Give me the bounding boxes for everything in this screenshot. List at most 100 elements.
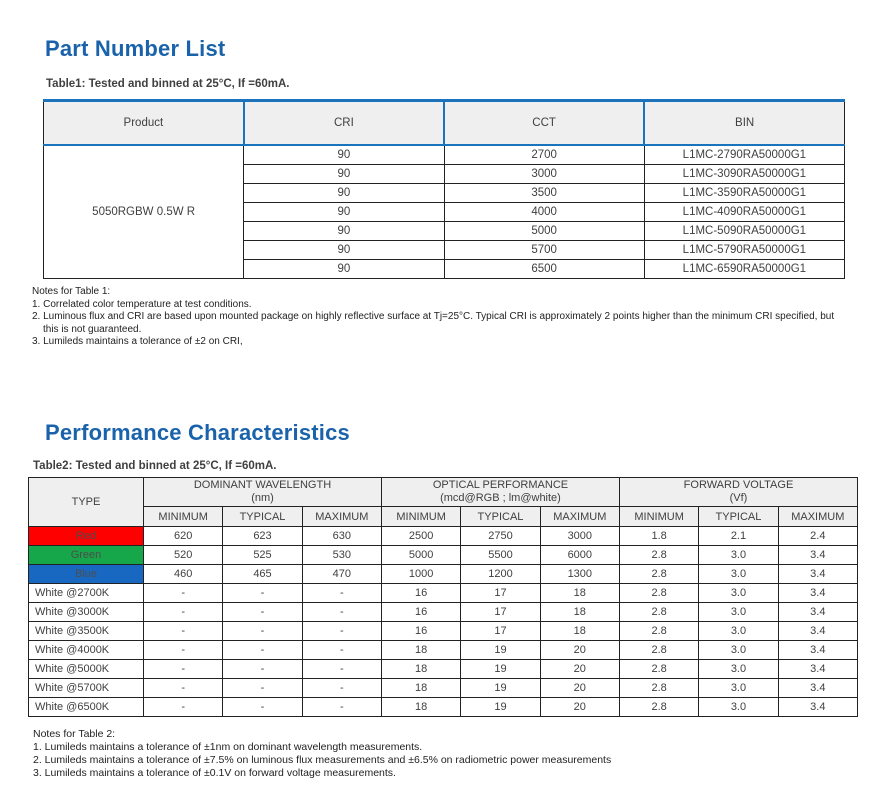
table1-caption: Table1: Tested and binned at 25°C, If =6… <box>46 78 290 90</box>
value-cell: 18 <box>539 602 620 622</box>
note-line: 2. Luminous flux and CRI are based upon … <box>32 311 835 335</box>
perf-table-row: Green 520 525 530 5000 5500 6000 2.8 3.0 3.4 <box>28 545 859 565</box>
table1-notes-title: Notes for Table 1: <box>32 286 111 297</box>
value-cell: 2.8 <box>618 564 700 584</box>
value-cell: - <box>142 583 224 603</box>
bin-cell: L1MC-6590RA50000G1 <box>643 258 846 279</box>
value-cell: 18 <box>380 640 462 660</box>
cct-cell: 6500 <box>443 258 645 279</box>
value-cell: 3.0 <box>698 640 779 660</box>
type-cell: White @3500K <box>28 621 144 641</box>
col-header-cct: CCT <box>442 99 646 146</box>
cri-cell: 90 <box>243 182 445 203</box>
value-cell: 17 <box>460 621 541 641</box>
value-cell: 17 <box>460 583 541 603</box>
value-cell: 2.1 <box>698 526 779 546</box>
bin-cell: L1MC-2790RA50000G1 <box>643 144 846 165</box>
value-cell: 20 <box>539 678 620 698</box>
cri-cell: 90 <box>243 239 445 260</box>
sub-header-fv-minimum: MINIMUM <box>618 506 700 527</box>
col-header-product: Product <box>42 99 245 146</box>
value-cell: - <box>142 678 224 698</box>
value-cell: 3.0 <box>698 659 779 679</box>
value-cell: - <box>301 621 382 641</box>
value-cell: 20 <box>539 659 620 679</box>
sub-header-fv-typical: TYPICAL <box>698 506 779 527</box>
note-line: 1. Lumileds maintains a tolerance of ±1n… <box>33 741 423 753</box>
part-table-body: 5050RGBW 0.5W R 90 2700 L1MC-2790RA50000G1 9… <box>42 144 846 279</box>
value-cell: 18 <box>380 678 462 698</box>
part-table-row: 90 3500 L1MC-3590RA50000G1 <box>44 182 846 203</box>
value-cell: - <box>222 678 303 698</box>
value-cell: 3.4 <box>777 602 859 622</box>
cri-cell: 90 <box>243 144 445 165</box>
table1-notes-list: 1. Correlated color temperature at test … <box>32 299 844 349</box>
table2-notes: Notes for Table 2: 1. Lumileds maintains… <box>33 728 833 780</box>
cct-cell: 4000 <box>443 201 645 222</box>
bin-cell: L1MC-5790RA50000G1 <box>643 239 846 260</box>
perf-table-row: Blue 460 465 470 1000 1200 1300 2.8 3.0 3.4 <box>28 564 859 584</box>
type-cell: White @5700K <box>28 678 144 698</box>
cri-cell: 90 <box>243 220 445 241</box>
value-cell: 2.8 <box>618 697 700 717</box>
value-cell: - <box>222 621 303 641</box>
perf-table-row: White @2700K - - -16 17 18 2.8 3.0 3.4 <box>28 583 859 603</box>
note-line: 2. Lumileds maintains a tolerance of ±7.… <box>33 754 612 766</box>
perf-group-header-row: TYPE DOMINANT WAVELENGTH (nm) OPTICAL PE… <box>28 477 859 527</box>
value-cell: - <box>301 602 382 622</box>
bin-cell: L1MC-5090RA50000G1 <box>643 220 846 241</box>
part-number-title: Part Number List <box>45 36 226 61</box>
group-fv-line2: (Vf) <box>729 492 748 504</box>
value-cell: 18 <box>539 583 620 603</box>
value-cell: 19 <box>460 697 541 717</box>
value-cell: 1.8 <box>618 526 700 546</box>
value-cell: 460 <box>142 564 224 584</box>
value-cell: 16 <box>380 583 462 603</box>
value-cell: 3.0 <box>698 545 779 565</box>
perf-table-row: White @5700K - - -18 19 20 2.8 3.0 3.4 <box>28 678 859 698</box>
note-line: 3. Lumileds maintains a tolerance of ±2 … <box>32 336 243 347</box>
bin-cell: L1MC-4090RA50000G1 <box>643 201 846 222</box>
value-cell: 18 <box>380 697 462 717</box>
group-dw-line2: (nm) <box>251 492 274 504</box>
value-cell: 530 <box>301 545 382 565</box>
value-cell: 16 <box>380 602 462 622</box>
sub-header-dw-minimum: MINIMUM <box>142 506 224 527</box>
product-cell: 5050RGBW 0.5W R <box>42 144 245 279</box>
value-cell: 20 <box>539 640 620 660</box>
type-cell: White @4000K <box>28 640 144 660</box>
value-cell: 5500 <box>460 545 541 565</box>
type-cell: White @2700K <box>28 583 144 603</box>
value-cell: 2.8 <box>618 545 700 565</box>
value-cell: 3.4 <box>777 640 859 660</box>
group-header-dominant-wavelength: DOMINANT WAVELENGTH (nm) <box>143 477 382 507</box>
performance-title: Performance Characteristics <box>45 420 350 445</box>
value-cell: 3000 <box>539 526 620 546</box>
performance-table: TYPE DOMINANT WAVELENGTH (nm) OPTICAL PE… <box>28 477 859 717</box>
part-table-row: 5050RGBW 0.5W R 90 2700 L1MC-2790RA50000G1 <box>42 144 846 279</box>
value-cell: - <box>142 602 224 622</box>
table1-notes: Notes for Table 1: 1. Correlated color t… <box>32 286 844 349</box>
value-cell: - <box>301 583 382 603</box>
group-op-line2: (mcd@RGB ; lm@white) <box>440 492 561 504</box>
perf-table-row: Red 620 623 630 2500 2750 3000 1.8 2.1 2.4 <box>28 526 859 546</box>
value-cell: 525 <box>222 545 303 565</box>
cri-cell: 90 <box>243 163 445 184</box>
perf-sub-header-row: MINIMUM TYPICAL MAXIMUM MINIMUM TYPICAL … <box>29 506 859 527</box>
value-cell: - <box>301 640 382 660</box>
sub-header-op-minimum: MINIMUM <box>380 506 462 527</box>
cct-cell: 2700 <box>443 144 645 165</box>
perf-table-row: White @3000K - - -16 17 18 2.8 3.0 3.4 <box>28 602 859 622</box>
col-header-cri: CRI <box>242 99 446 146</box>
value-cell: - <box>301 659 382 679</box>
value-cell: - <box>142 659 224 679</box>
value-cell: 3.4 <box>777 678 859 698</box>
type-cell: White @3000K <box>28 602 144 622</box>
value-cell: 2500 <box>380 526 462 546</box>
group-dw-line1: DOMINANT WAVELENGTH <box>193 479 332 491</box>
value-cell: 3.0 <box>698 697 779 717</box>
value-cell: - <box>142 640 224 660</box>
type-cell: Red <box>28 526 144 546</box>
value-cell: 1300 <box>539 564 620 584</box>
